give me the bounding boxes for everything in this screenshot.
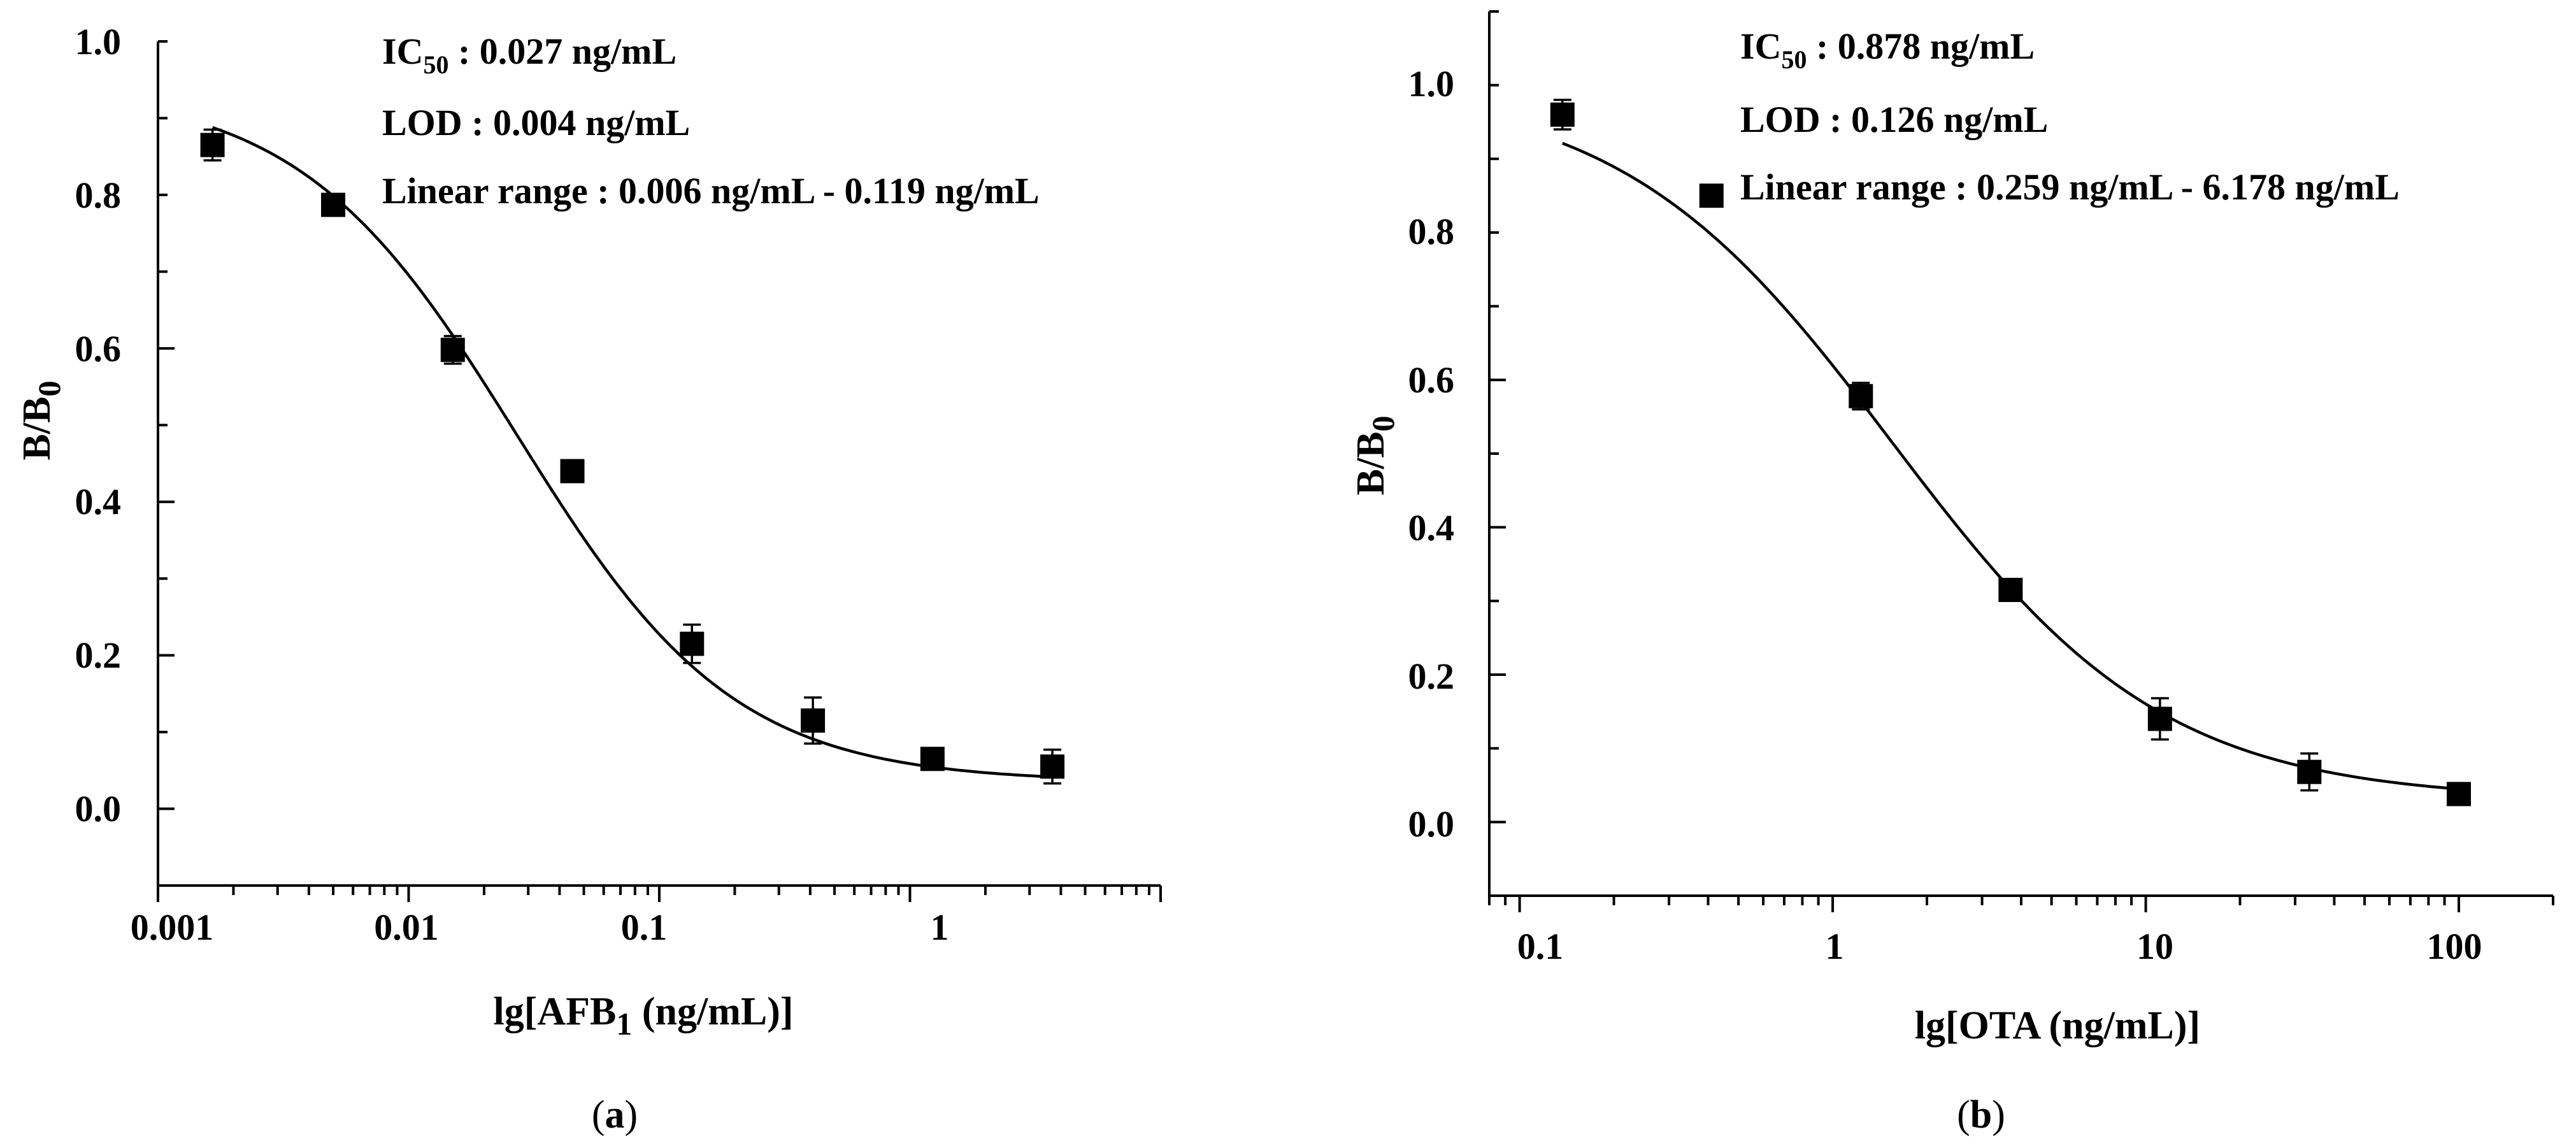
panel-a-y-tick-label: 0.8 [75, 175, 122, 216]
panel-a-label: (a) [592, 1093, 638, 1137]
panel-b-data-point [1998, 577, 2023, 602]
panel-b-data-point [1550, 102, 1575, 127]
panel-a-x-tick-labels: 0.001 0.01 0.1 1 [131, 907, 949, 948]
panel-a-y-tick-label: 0.2 [75, 635, 122, 676]
panel-b-lod: LOD : 0.126 ng/mL [1740, 99, 2048, 140]
panel-a-x-tick-label: 0.1 [621, 907, 668, 948]
panel-b-points [1550, 99, 2472, 807]
panel-a-linear-range: Linear range : 0.006 ng/mL - 0.119 ng/mL [382, 170, 1040, 212]
panel-b-y-axis-title: B/B0 [1349, 416, 1401, 496]
panel-a-x-tick-label: 0.001 [131, 907, 214, 948]
panel-b-x-tick-label: 0.1 [1517, 926, 1564, 967]
panel-a-data-point [801, 708, 826, 733]
panel-a-fit-curve-group [211, 126, 1053, 778]
panel-b-y-tick-label: 0.0 [1408, 803, 1455, 845]
panel-b-x-tick-labels: 0.1 1 10 100 [1517, 926, 2482, 967]
panel-b-x-axis-title: lg[OTA (ng/mL)] [1915, 1004, 2200, 1047]
panel-b-y-tick-label: 1.0 [1408, 63, 1455, 104]
panel-b-y-tick-label: 0.4 [1408, 507, 1455, 549]
panel-a-data-point [321, 192, 346, 217]
panel-a-y-axis-title: B/B0 [15, 381, 67, 461]
panel-a-data-point [680, 631, 705, 656]
panel-a-y-tick-labels: 0.0 0.2 0.4 0.6 0.8 1.0 [75, 21, 122, 829]
panel-b-data-point [2297, 759, 2322, 784]
panel-b-y-tick-label: 0.2 [1408, 656, 1455, 697]
panel-b-x-tick-label: 1 [1826, 926, 1844, 967]
panel-a-y-tick-label: 0.4 [75, 481, 122, 522]
panel-b-ic50: IC50 : 0.878 ng/mL [1740, 25, 2035, 74]
panel-a-axes [157, 40, 1162, 902]
panel-a-y-tick-label: 1.0 [75, 21, 122, 62]
panel-b-axes [1488, 10, 2554, 912]
panel-a: 0.0 0.2 0.4 0.6 0.8 1.0 0.001 0.01 0.1 1… [15, 21, 1162, 1137]
panel-b-fit-curve-group [1561, 141, 2459, 791]
panel-b-y-tick-label: 0.6 [1408, 359, 1455, 401]
panel-b-data-point [1699, 183, 1724, 208]
panel-a-points [200, 128, 1065, 785]
panel-a-y-tick-label: 0.0 [75, 788, 122, 829]
panel-a-x-tick-label: 0.01 [374, 907, 439, 948]
panel-a-x-axis-title: lg[AFB1 (ng/mL)] [493, 990, 793, 1042]
panel-b-data-point [2147, 707, 2172, 731]
panel-a-data-point [440, 338, 465, 362]
panel-a-data-point [920, 747, 945, 771]
panel-a-data-point [560, 459, 585, 484]
panel-b-fit-curve [1561, 141, 2459, 791]
panel-a-fit-curve [211, 126, 1053, 778]
panel-a-y-tick-label: 0.6 [75, 328, 122, 370]
panel-a-ic50: IC50 : 0.027 ng/mL [382, 31, 676, 79]
panel-a-data-point [200, 133, 225, 157]
panel-b: 0.0 0.2 0.4 0.6 0.8 1.0 0.1 1 10 100 IC5… [1349, 10, 2554, 1137]
panel-b-data-point [2447, 782, 2472, 807]
panel-b-linear-range: Linear range : 0.259 ng/mL - 6.178 ng/mL [1740, 166, 2400, 208]
panel-b-x-tick-label: 10 [2136, 926, 2173, 967]
panel-b-x-tick-label: 100 [2427, 926, 2482, 967]
panel-a-x-tick-label: 1 [931, 907, 949, 948]
panel-a-data-point [1040, 754, 1065, 779]
panel-b-data-point [1849, 384, 1873, 408]
panel-b-y-tick-labels: 0.0 0.2 0.4 0.6 0.8 1.0 [1408, 63, 1455, 845]
panel-b-y-tick-label: 0.8 [1408, 211, 1455, 252]
panel-b-label: (b) [1957, 1093, 2005, 1137]
panel-a-lod: LOD : 0.004 ng/mL [382, 102, 690, 143]
